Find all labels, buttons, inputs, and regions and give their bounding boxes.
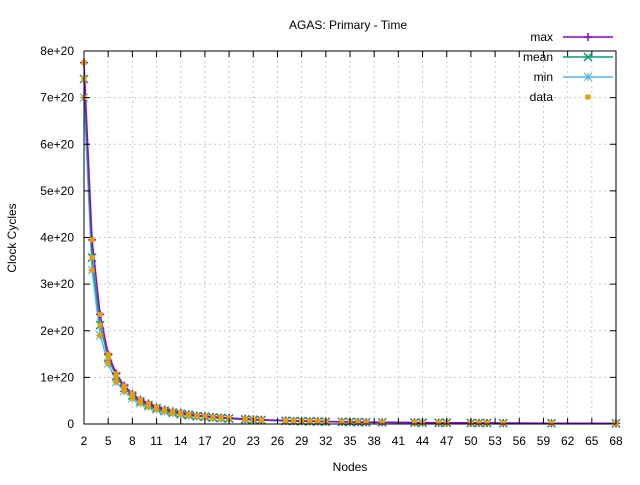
series-data-point (379, 419, 385, 425)
x-tick-label: 5 (105, 434, 112, 448)
x-tick-label: 53 (488, 434, 502, 448)
y-tick-label: 0 (67, 417, 74, 431)
series-data-point (113, 373, 119, 379)
series-data-point (258, 417, 264, 423)
legend-label-data: data (530, 90, 554, 104)
x-tick-label: 44 (416, 434, 430, 448)
y-tick-label: 3e+20 (40, 277, 74, 291)
series-data-point (355, 419, 361, 425)
legend-label-min: min (534, 70, 553, 84)
series-data-point (137, 400, 143, 406)
legend-label-mean: mean (523, 50, 553, 64)
x-tick-label: 14 (174, 434, 188, 448)
series-data-point (162, 408, 168, 414)
legend: max mean min data (523, 30, 613, 104)
x-tick-label: 2 (81, 434, 88, 448)
series-data-point (484, 420, 490, 426)
ticks: 2 5 8 11 14 17 20 23 26 29 32 35 38 41 44 47 50 53 56 59 62 6… (40, 44, 623, 448)
y-tick-label: 1e+20 (40, 370, 74, 384)
x-tick-label: 17 (198, 434, 212, 448)
y-axis-label: Clock Cycles (5, 203, 19, 272)
series-data-point (218, 415, 224, 421)
series-data-point (291, 418, 297, 424)
series-data-point (476, 420, 482, 426)
y-tick-label: 4e+20 (40, 231, 74, 245)
legend-marker-data (585, 94, 591, 100)
y-tick-label: 7e+20 (40, 91, 74, 105)
series-data-point (242, 417, 248, 423)
series-data-point (178, 412, 184, 418)
x-tick-label: 26 (271, 434, 285, 448)
x-tick-label: 65 (585, 434, 599, 448)
series-data-point (549, 420, 555, 426)
y-tick-label: 2e+20 (40, 324, 74, 338)
series-data-point (97, 332, 103, 338)
x-tick-label: 50 (464, 434, 478, 448)
series-data-point (113, 379, 119, 385)
x-tick-label: 59 (537, 434, 551, 448)
series-data-point (339, 419, 345, 425)
x-tick-label: 68 (609, 434, 623, 448)
series-data-point (363, 419, 369, 425)
x-tick-label: 32 (319, 434, 333, 448)
series-data-point (436, 420, 442, 426)
x-tick-label: 62 (561, 434, 575, 448)
legend-marker-min (583, 72, 593, 82)
x-tick-label: 47 (440, 434, 454, 448)
series-data-point (202, 414, 208, 420)
series-data-point (89, 237, 95, 243)
series-data-point (154, 407, 160, 413)
series-data-point (129, 395, 135, 401)
series-data-point (105, 360, 111, 366)
series-data-point (89, 255, 95, 261)
series-data-point (121, 385, 127, 391)
series-data-point (315, 419, 321, 425)
x-tick-label: 35 (343, 434, 357, 448)
legend-marker-mean (583, 52, 593, 62)
grid (84, 51, 616, 424)
series-data-point (186, 413, 192, 419)
series-data-point (89, 267, 95, 273)
y-tick-label: 8e+20 (40, 44, 74, 58)
x-tick-label: 11 (150, 434, 163, 448)
x-tick-label: 20 (222, 434, 236, 448)
series-data-point (411, 420, 417, 426)
series-data-point (283, 418, 289, 424)
x-tick-label: 38 (368, 434, 382, 448)
series-data-point (307, 419, 313, 425)
series-data-point (194, 414, 200, 420)
series-data-point (113, 371, 119, 377)
series-data-point (210, 415, 216, 421)
x-tick-label: 8 (129, 434, 136, 448)
series-data-point (105, 351, 111, 357)
chart-title: AGAS: Primary - Time (289, 18, 407, 32)
legend-marker-max (584, 33, 592, 41)
y-tick-label: 6e+20 (40, 137, 74, 151)
series-data-point (145, 404, 151, 410)
series-data-point (129, 393, 135, 399)
x-tick-label: 41 (392, 434, 406, 448)
x-axis-label: Nodes (333, 460, 368, 474)
series-data-point (97, 322, 103, 328)
y-tick-label: 5e+20 (40, 184, 74, 198)
series-data-point (121, 388, 127, 394)
series-data-point (500, 420, 506, 426)
series-data-point (97, 311, 103, 317)
series-layer (79, 58, 621, 428)
x-tick-label: 29 (295, 434, 309, 448)
series-data-point (105, 355, 111, 361)
x-tick-label: 56 (513, 434, 527, 448)
x-tick-label: 23 (247, 434, 261, 448)
legend-label-max: max (530, 30, 553, 44)
series-data-point (170, 410, 176, 416)
